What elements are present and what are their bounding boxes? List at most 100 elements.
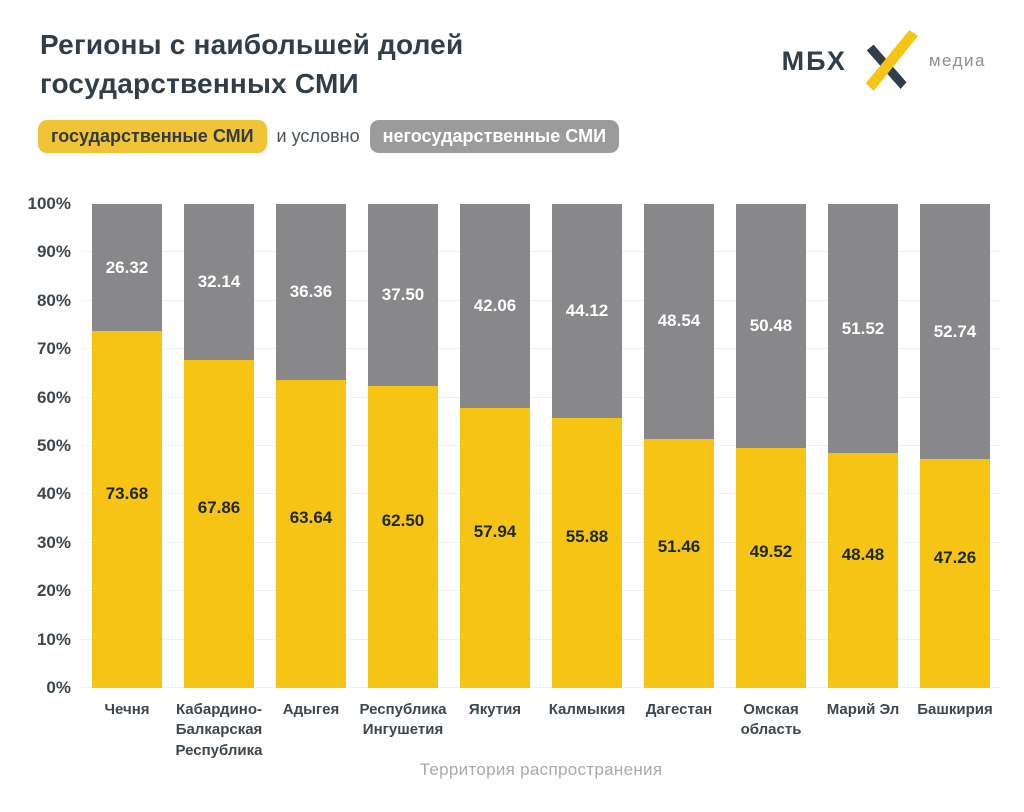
value-label-state: 57.94 [473, 521, 517, 541]
bar: 26.32 73.68 [92, 204, 162, 688]
x-tick-label: Дагестан [645, 701, 713, 718]
bar-segment-state: 47.26 [920, 459, 990, 688]
bar-column: 32.14 67.86 [173, 204, 265, 688]
y-tick-label: 20% [36, 581, 71, 601]
bar-column: 48.54 51.46 [633, 204, 725, 688]
logo-mbx-text: МБХ [781, 45, 847, 76]
value-label-state: 55.88 [565, 526, 609, 546]
bar-column: 52.74 47.26 [909, 204, 1001, 688]
bar-segment-state: 62.50 [368, 385, 438, 688]
value-label-state: 67.86 [197, 497, 241, 517]
bar-segment-nonstate: 44.12 [552, 204, 622, 418]
page-title: Регионы с наибольшей долей государственн… [40, 26, 463, 103]
x-tick-label: Чечня [104, 701, 150, 718]
plot-area: 26.32 73.68 32.14 67.86 36.36 63.64 37.50 62.50… [81, 204, 1001, 688]
bar-column: 42.06 57.94 [449, 204, 541, 688]
y-tick-label: 50% [36, 436, 71, 455]
y-tick-label: 60% [36, 387, 71, 407]
bar: 50.48 49.52 [736, 204, 806, 688]
x-tick-label: Башкирия [917, 701, 993, 718]
bar-segment-state: 55.88 [552, 417, 622, 688]
value-label-state: 73.68 [105, 483, 149, 503]
bar-segment-state: 49.52 [736, 448, 806, 688]
value-label-nonstate: 50.48 [749, 316, 793, 336]
x-tick-label: Республика Ингушетия [359, 701, 447, 739]
gridline [81, 348, 1001, 350]
bar: 36.36 63.64 [276, 204, 346, 688]
value-label-state: 47.26 [933, 547, 977, 567]
bar-segment-state: 63.64 [276, 379, 346, 688]
bar-segment-nonstate: 36.36 [276, 204, 346, 380]
gridline [81, 541, 1001, 543]
x-tick-label: Кабардино-Балкарская Республика [175, 701, 263, 759]
mbx-media-logo: МБХ медиа [782, 30, 986, 92]
bar-segment-nonstate: 50.48 [736, 204, 806, 449]
title-line-2: государственных СМИ [40, 67, 359, 99]
x-tick-label: Адыгея [282, 701, 340, 718]
value-label-state: 49.52 [749, 542, 793, 562]
x-axis-title: Территория распространения [419, 760, 663, 779]
bar: 32.14 67.86 [184, 204, 254, 688]
x-logo-icon [865, 30, 918, 91]
gridline [81, 396, 1001, 398]
x-axis-labels: Чечня Кабардино-Балкарская Республика Адыг… [81, 700, 1001, 761]
gridline [81, 299, 1001, 301]
bar-segment-state: 48.48 [828, 453, 898, 688]
value-label-nonstate: 51.52 [841, 318, 885, 338]
bar: 37.50 62.50 [368, 204, 438, 688]
legend-connector: и условно [276, 126, 360, 146]
value-label-state: 51.46 [657, 537, 701, 557]
bar-segment-state: 51.46 [644, 438, 714, 688]
title-line-1: Регионы с наибольшей долей [40, 29, 464, 60]
bar: 42.06 57.94 [460, 204, 530, 688]
value-label-nonstate: 26.32 [105, 257, 149, 277]
y-tick-label: 10% [36, 629, 71, 649]
bar: 44.12 55.88 [552, 204, 622, 688]
bar-segment-nonstate: 48.54 [644, 204, 714, 439]
gridline [81, 687, 1001, 688]
legend-state-pill: государственные СМИ [38, 120, 267, 153]
bar-segment-nonstate: 32.14 [184, 204, 254, 360]
value-label-nonstate: 32.14 [197, 271, 241, 291]
legend: государственные СМИ и условно негосударс… [38, 120, 620, 153]
y-tick-label: 90% [36, 242, 71, 262]
x-tick-label: Якутия [468, 701, 522, 718]
value-label-state: 63.64 [289, 507, 333, 527]
bar-column: 36.36 63.64 [265, 204, 357, 688]
bar-column: 37.50 62.50 [357, 204, 449, 688]
y-tick-label: 40% [36, 484, 71, 504]
value-label-nonstate: 37.50 [381, 284, 425, 304]
value-label-state: 62.50 [381, 510, 425, 530]
y-tick-label: 30% [36, 532, 71, 552]
value-label-nonstate: 36.36 [289, 281, 333, 301]
value-label-nonstate: 52.74 [933, 321, 977, 341]
y-axis: 100% 90% 80% 70% 60% 50% 40% 30% 20% 10% 0% [0, 194, 71, 697]
gridline [81, 445, 1001, 446]
bar-segment-nonstate: 42.06 [460, 204, 530, 408]
bar-segment-state: 73.68 [92, 331, 162, 688]
bar: 52.74 47.26 [920, 204, 990, 688]
gridline [81, 251, 1001, 253]
value-label-nonstate: 44.12 [565, 300, 609, 320]
bar-column: 50.48 49.52 [725, 204, 817, 688]
gridline [81, 638, 1001, 640]
bar-segment-state: 67.86 [184, 359, 254, 688]
legend-nonstate-pill: негосударственные СМИ [369, 120, 620, 153]
gridline [81, 493, 1001, 495]
y-tick-label: 0% [46, 678, 71, 697]
value-label-nonstate: 42.06 [473, 295, 517, 315]
x-tick-label: Марий Эл [826, 701, 900, 718]
value-label-state: 48.48 [841, 544, 885, 564]
value-label-nonstate: 48.54 [657, 311, 701, 331]
bar-column: 26.32 73.68 [81, 204, 173, 688]
y-tick-label: 80% [36, 290, 71, 310]
bar-segment-nonstate: 51.52 [828, 204, 898, 454]
bar: 51.52 48.48 [828, 204, 898, 688]
bar: 48.54 51.46 [644, 204, 714, 688]
bar-column: 51.52 48.48 [817, 204, 909, 688]
bar-segment-state: 57.94 [460, 407, 530, 688]
y-tick-label: 70% [36, 339, 71, 359]
gridline [81, 590, 1001, 592]
x-tick-label: Омская область [740, 701, 802, 739]
